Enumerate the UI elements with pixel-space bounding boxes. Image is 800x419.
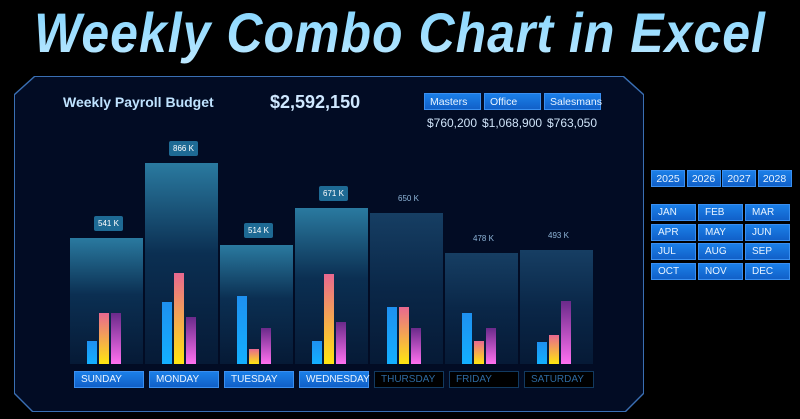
bar-office xyxy=(249,348,259,364)
year-button-2025[interactable]: 2025 xyxy=(651,170,685,187)
bar-salesmans xyxy=(411,327,421,364)
total-label: 493 K xyxy=(548,230,569,240)
bar-masters xyxy=(537,341,547,364)
legend-button-masters[interactable]: Masters xyxy=(424,93,481,110)
bar-office xyxy=(174,272,184,364)
legend-button-office[interactable]: Office xyxy=(484,93,541,110)
bar-masters xyxy=(162,301,172,364)
year-button-2028[interactable]: 2028 xyxy=(757,170,792,187)
month-button-feb[interactable]: FEB xyxy=(698,204,743,221)
legend-value: $763,050 xyxy=(546,116,598,130)
bar-salesmans xyxy=(186,316,196,364)
bar-masters xyxy=(312,340,322,364)
month-button-nov[interactable]: NOV xyxy=(698,263,743,281)
bar-salesmans xyxy=(486,327,496,364)
page-title: Weekly Combo Chart in Excel xyxy=(0,1,800,66)
day-button-friday[interactable]: FRIDAY xyxy=(449,371,519,388)
total-bar xyxy=(220,244,293,364)
month-button-sep[interactable]: SEP xyxy=(745,243,790,261)
year-button-2026[interactable]: 2026 xyxy=(686,170,721,187)
bar-office xyxy=(99,312,109,364)
legend-value: $760,200 xyxy=(426,116,478,130)
bar-office xyxy=(399,306,409,364)
bar-office xyxy=(324,273,334,364)
bar-office xyxy=(474,340,484,364)
bar-masters xyxy=(387,306,397,364)
month-button-jul[interactable]: JUL xyxy=(651,243,696,261)
bar-masters xyxy=(462,312,472,364)
month-button-dec[interactable]: DEC xyxy=(745,263,790,281)
bar-masters xyxy=(87,340,97,364)
bar-salesmans xyxy=(561,300,571,364)
legend-button-salesmans[interactable]: Salesmans xyxy=(544,93,602,110)
bar-salesmans xyxy=(261,328,271,364)
total-label: 541 K xyxy=(94,216,123,232)
day-button-thursday[interactable]: THURSDAY xyxy=(374,371,444,388)
month-button-mar[interactable]: MAR xyxy=(745,204,790,221)
total-label: 650 K xyxy=(398,194,419,204)
total-label: 671 K xyxy=(319,186,348,202)
legend-value: $1,068,900 xyxy=(482,116,543,130)
bar-salesmans xyxy=(336,322,346,364)
bar-office xyxy=(549,334,559,364)
day-button-monday[interactable]: MONDAY xyxy=(149,371,219,388)
month-button-may[interactable]: MAY xyxy=(698,223,743,241)
bar-masters xyxy=(237,295,247,364)
total-label: 866 K xyxy=(169,141,198,157)
year-button-2027[interactable]: 2027 xyxy=(722,170,756,187)
total-label: 514 K xyxy=(244,222,273,238)
total-budget: $2,592,150 xyxy=(270,92,361,112)
month-button-jan[interactable]: JAN xyxy=(651,204,696,221)
bar-salesmans xyxy=(111,312,121,364)
month-button-apr[interactable]: APR xyxy=(651,223,696,241)
month-button-oct[interactable]: OCT xyxy=(651,263,696,281)
day-button-tuesday[interactable]: TUESDAY xyxy=(224,371,294,388)
chart-title: Weekly Payroll Budget xyxy=(63,94,214,110)
day-button-saturday[interactable]: SATURDAY xyxy=(524,371,594,388)
month-button-jun[interactable]: JUN xyxy=(745,223,790,241)
month-button-aug[interactable]: AUG xyxy=(698,243,743,261)
day-button-sunday[interactable]: SUNDAY xyxy=(74,371,144,388)
day-button-wednesday[interactable]: WEDNESDAY xyxy=(299,371,370,388)
total-label: 478 K xyxy=(473,234,494,244)
